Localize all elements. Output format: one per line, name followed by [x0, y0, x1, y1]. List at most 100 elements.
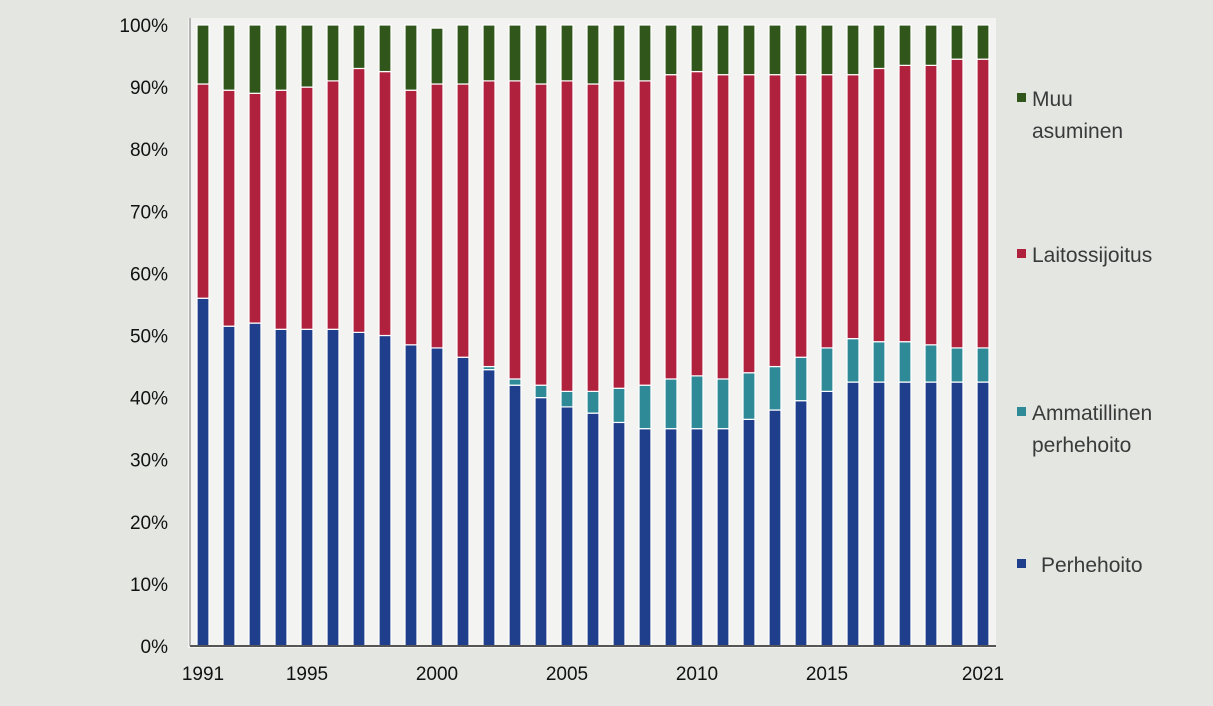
- bar-segment-2011-series-0: [716, 428, 730, 647]
- legend-swatch: [1017, 249, 1026, 258]
- bar-segment-1998-series-3: [378, 24, 392, 73]
- y-tick-label: 50%: [130, 327, 168, 348]
- bar-segment-2000-series-0: [430, 347, 444, 647]
- bar-segment-2003-series-2: [508, 80, 522, 380]
- legend-label: Perhehoito: [1041, 554, 1143, 577]
- bar-segment-2021-series-2: [976, 58, 990, 349]
- bar-segment-2018-series-2: [898, 64, 912, 343]
- bar-segment-1996-series-0: [326, 328, 340, 647]
- bar-segment-2015-series-3: [820, 24, 834, 76]
- y-tick-label: 10%: [130, 575, 168, 596]
- bar-segment-2004-series-0: [534, 397, 548, 647]
- bar-segment-2019-series-2: [924, 64, 938, 346]
- bar-segment-2009-series-2: [664, 74, 678, 380]
- bar-segment-2018-series-3: [898, 24, 912, 66]
- bar-segment-2006-series-0: [586, 412, 600, 647]
- bar-segment-2007-series-3: [612, 24, 626, 82]
- bar-segment-1993-series-0: [248, 322, 262, 647]
- bar-segment-2002-series-0: [482, 369, 496, 647]
- y-tick-label: 60%: [130, 264, 168, 285]
- bar-segment-2015-series-1: [820, 347, 834, 392]
- legend-swatch: [1017, 407, 1026, 416]
- legend: Muu asuminen Laitossijoitus Ammatillinen per…: [1017, 88, 1152, 577]
- legend-label: perhehoito: [1032, 434, 1131, 457]
- bar-segment-2018-series-1: [898, 341, 912, 383]
- bar-segment-2002-series-3: [482, 24, 496, 82]
- bars-group: [196, 24, 990, 647]
- bar-segment-2005-series-2: [560, 80, 574, 392]
- bar-segment-2009-series-1: [664, 378, 678, 430]
- bar-segment-2017-series-3: [872, 24, 886, 70]
- bar-segment-2019-series-3: [924, 24, 938, 66]
- bar-segment-1994-series-3: [274, 24, 288, 91]
- legend-label: Ammatillinen: [1032, 402, 1152, 425]
- bar-segment-2003-series-0: [508, 384, 522, 647]
- x-tick-label: 1991: [182, 664, 224, 685]
- bar-segment-2004-series-2: [534, 83, 548, 386]
- bar-segment-2010-series-2: [690, 70, 704, 377]
- y-tick-label: 40%: [130, 389, 168, 410]
- bar-segment-2019-series-0: [924, 381, 938, 647]
- bar-segment-2014-series-0: [794, 400, 808, 647]
- bar-segment-1998-series-2: [378, 70, 392, 337]
- bar-segment-2019-series-1: [924, 344, 938, 383]
- bar-segment-1993-series-3: [248, 24, 262, 94]
- bar-segment-1994-series-0: [274, 328, 288, 647]
- bar-segment-2020-series-1: [950, 347, 964, 383]
- bar-segment-2006-series-2: [586, 83, 600, 392]
- bar-segment-1999-series-0: [404, 344, 418, 647]
- bar-segment-2007-series-0: [612, 421, 626, 647]
- bar-segment-1991-series-2: [196, 83, 210, 299]
- bar-segment-2005-series-1: [560, 390, 574, 408]
- y-tick-label: 70%: [130, 202, 168, 223]
- bar-segment-2008-series-3: [638, 24, 652, 82]
- legend-swatch: [1017, 559, 1026, 568]
- bar-segment-2006-series-3: [586, 24, 600, 85]
- y-tick-label: 0%: [141, 637, 169, 658]
- bar-segment-2017-series-2: [872, 67, 886, 343]
- legend-label: Laitossijoitus: [1032, 244, 1152, 267]
- bar-segment-2007-series-1: [612, 387, 626, 424]
- bar-segment-2008-series-0: [638, 428, 652, 647]
- bar-segment-1995-series-0: [300, 328, 314, 647]
- bar-segment-2000-series-2: [430, 83, 444, 349]
- bar-segment-2009-series-3: [664, 24, 678, 76]
- bar-segment-1992-series-2: [222, 89, 236, 327]
- bar-segment-2013-series-3: [768, 24, 782, 76]
- bar-segment-2016-series-1: [846, 338, 860, 383]
- bar-segment-1991-series-3: [196, 24, 210, 85]
- bar-segment-2000-series-3: [430, 27, 444, 85]
- bar-segment-1999-series-3: [404, 24, 418, 91]
- bar-segment-2013-series-0: [768, 409, 782, 647]
- bar-segment-2021-series-0: [976, 381, 990, 647]
- bar-segment-2014-series-2: [794, 74, 808, 358]
- bar-segment-2012-series-0: [742, 418, 756, 647]
- bar-segment-2012-series-2: [742, 74, 756, 374]
- y-tick-label: 80%: [130, 140, 168, 161]
- legend-label: asuminen: [1032, 120, 1123, 143]
- bar-segment-1997-series-2: [352, 67, 366, 333]
- bar-segment-1991-series-0: [196, 297, 210, 647]
- bar-segment-2017-series-1: [872, 341, 886, 383]
- bar-segment-2001-series-0: [456, 356, 470, 647]
- bar-segment-2020-series-2: [950, 58, 964, 349]
- bar-segment-2018-series-0: [898, 381, 912, 647]
- bar-segment-2021-series-3: [976, 24, 990, 60]
- bar-segment-1992-series-3: [222, 24, 236, 91]
- bar-segment-1999-series-2: [404, 89, 418, 346]
- bar-segment-2004-series-3: [534, 24, 548, 85]
- bar-segment-2003-series-1: [508, 378, 522, 386]
- y-tick-label: 100%: [119, 16, 168, 37]
- bar-segment-2014-series-1: [794, 356, 808, 402]
- x-tick-label: 1995: [286, 664, 328, 685]
- bar-segment-2010-series-0: [690, 428, 704, 647]
- legend-swatch: [1017, 93, 1026, 102]
- bar-segment-2010-series-1: [690, 375, 704, 430]
- y-tick-label: 20%: [130, 513, 168, 534]
- y-tick-label: 90%: [130, 78, 168, 99]
- x-tick-label: 2010: [676, 664, 718, 685]
- bar-segment-2011-series-2: [716, 74, 730, 380]
- bar-segment-1995-series-2: [300, 86, 314, 330]
- bar-segment-2008-series-1: [638, 384, 652, 430]
